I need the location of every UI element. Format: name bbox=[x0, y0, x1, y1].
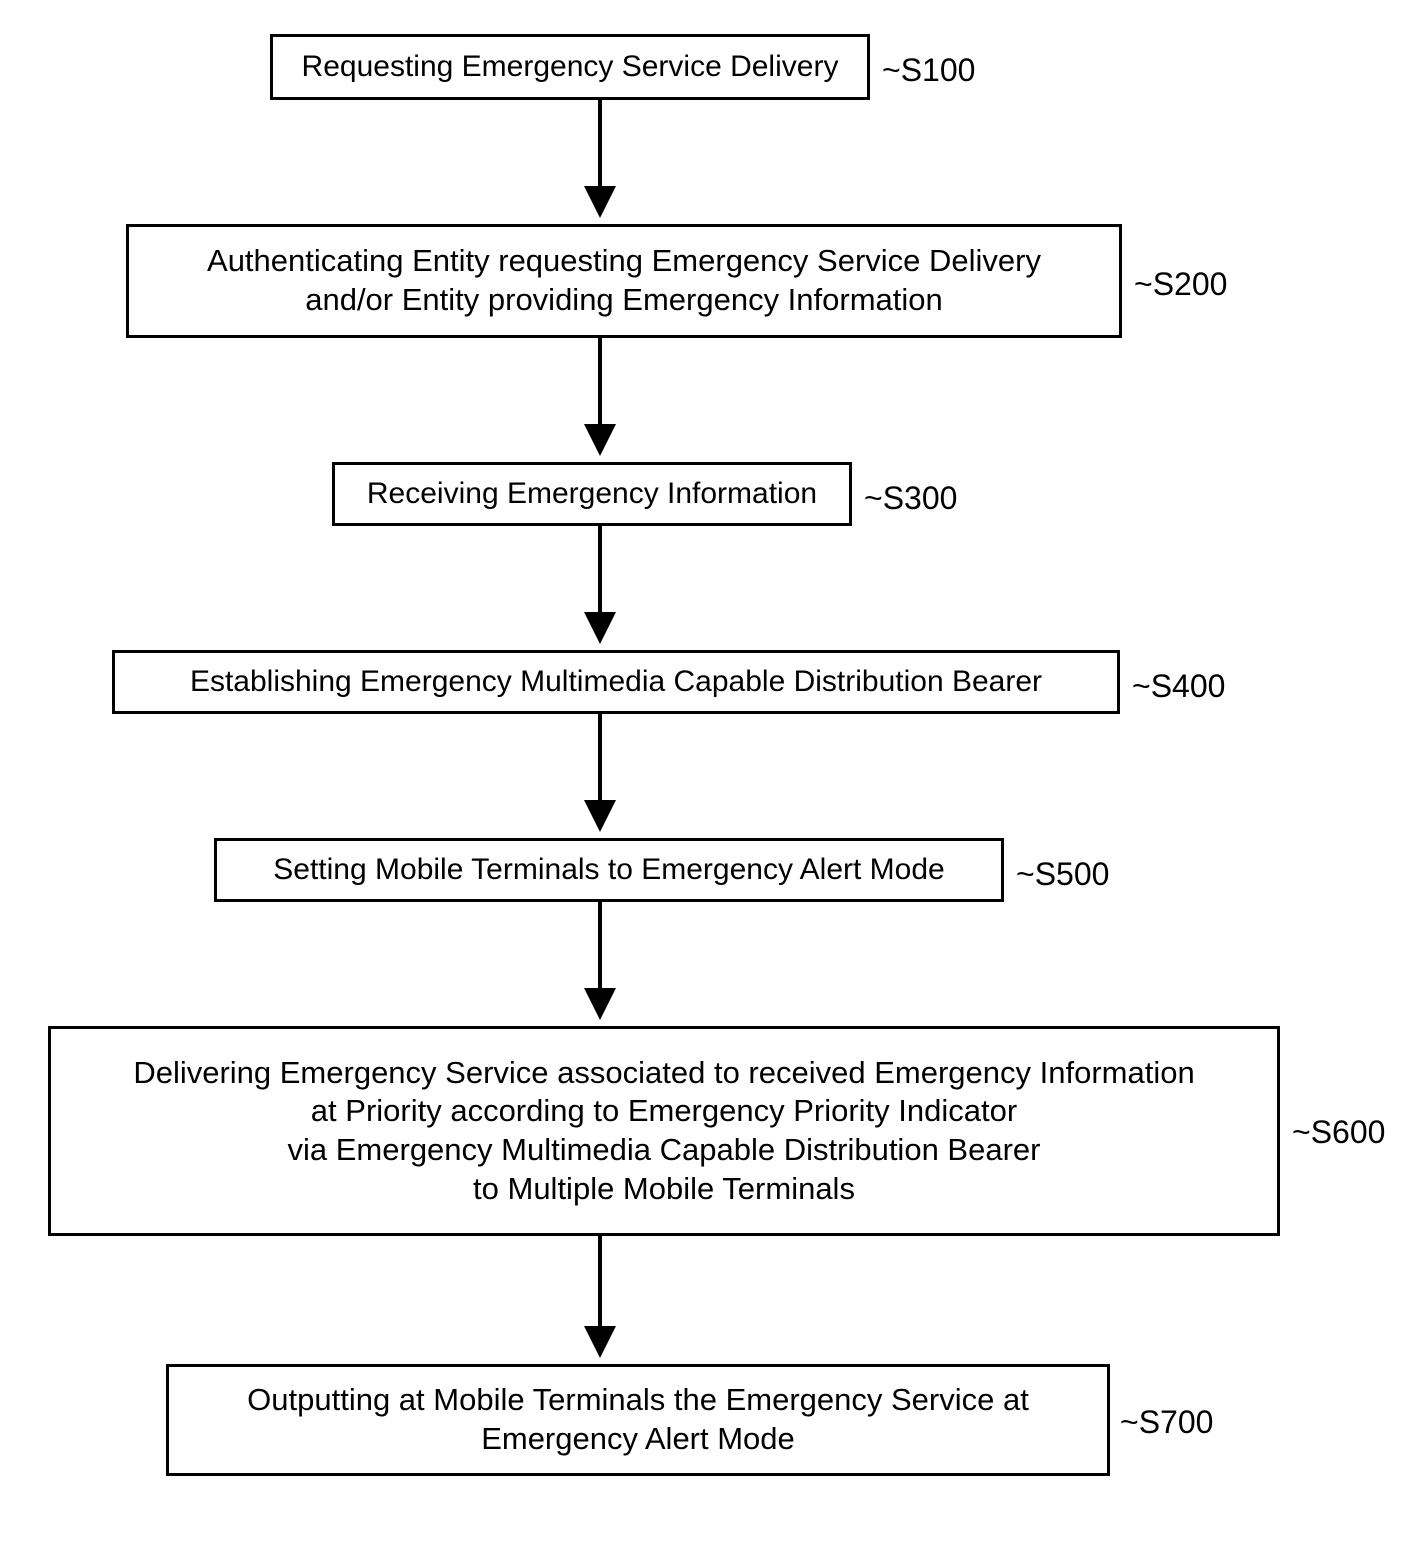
step-label-s600: ~S600 bbox=[1292, 1114, 1385, 1151]
flow-node-s700: Outputting at Mobile Terminals the Emerg… bbox=[166, 1364, 1110, 1476]
flowchart-canvas: Requesting Emergency Service Delivery Au… bbox=[0, 0, 1423, 1544]
step-label-s400: ~S400 bbox=[1132, 668, 1225, 705]
flow-node-s100: Requesting Emergency Service Delivery bbox=[270, 34, 870, 100]
flow-node-s400: Establishing Emergency Multimedia Capabl… bbox=[112, 650, 1120, 714]
flow-node-s300: Receiving Emergency Information bbox=[332, 462, 852, 526]
flow-node-s200: Authenticating Entity requesting Emergen… bbox=[126, 224, 1122, 338]
flow-node-s500: Setting Mobile Terminals to Emergency Al… bbox=[214, 838, 1004, 902]
flow-node-text: Delivering Emergency Service associated … bbox=[133, 1054, 1194, 1209]
flow-node-text: Setting Mobile Terminals to Emergency Al… bbox=[273, 851, 944, 889]
flow-node-text: Requesting Emergency Service Delivery bbox=[302, 48, 839, 86]
step-label-s200: ~S200 bbox=[1134, 266, 1227, 303]
flow-node-s600: Delivering Emergency Service associated … bbox=[48, 1026, 1280, 1236]
flow-node-text: Authenticating Entity requesting Emergen… bbox=[207, 242, 1041, 320]
step-label-s100: ~S100 bbox=[882, 52, 975, 89]
flow-node-text: Establishing Emergency Multimedia Capabl… bbox=[190, 663, 1042, 701]
flow-node-text: Receiving Emergency Information bbox=[367, 475, 817, 513]
flow-node-text: Outputting at Mobile Terminals the Emerg… bbox=[247, 1381, 1029, 1459]
step-label-s500: ~S500 bbox=[1016, 856, 1109, 893]
step-label-s700: ~S700 bbox=[1120, 1404, 1213, 1441]
step-label-s300: ~S300 bbox=[864, 480, 957, 517]
